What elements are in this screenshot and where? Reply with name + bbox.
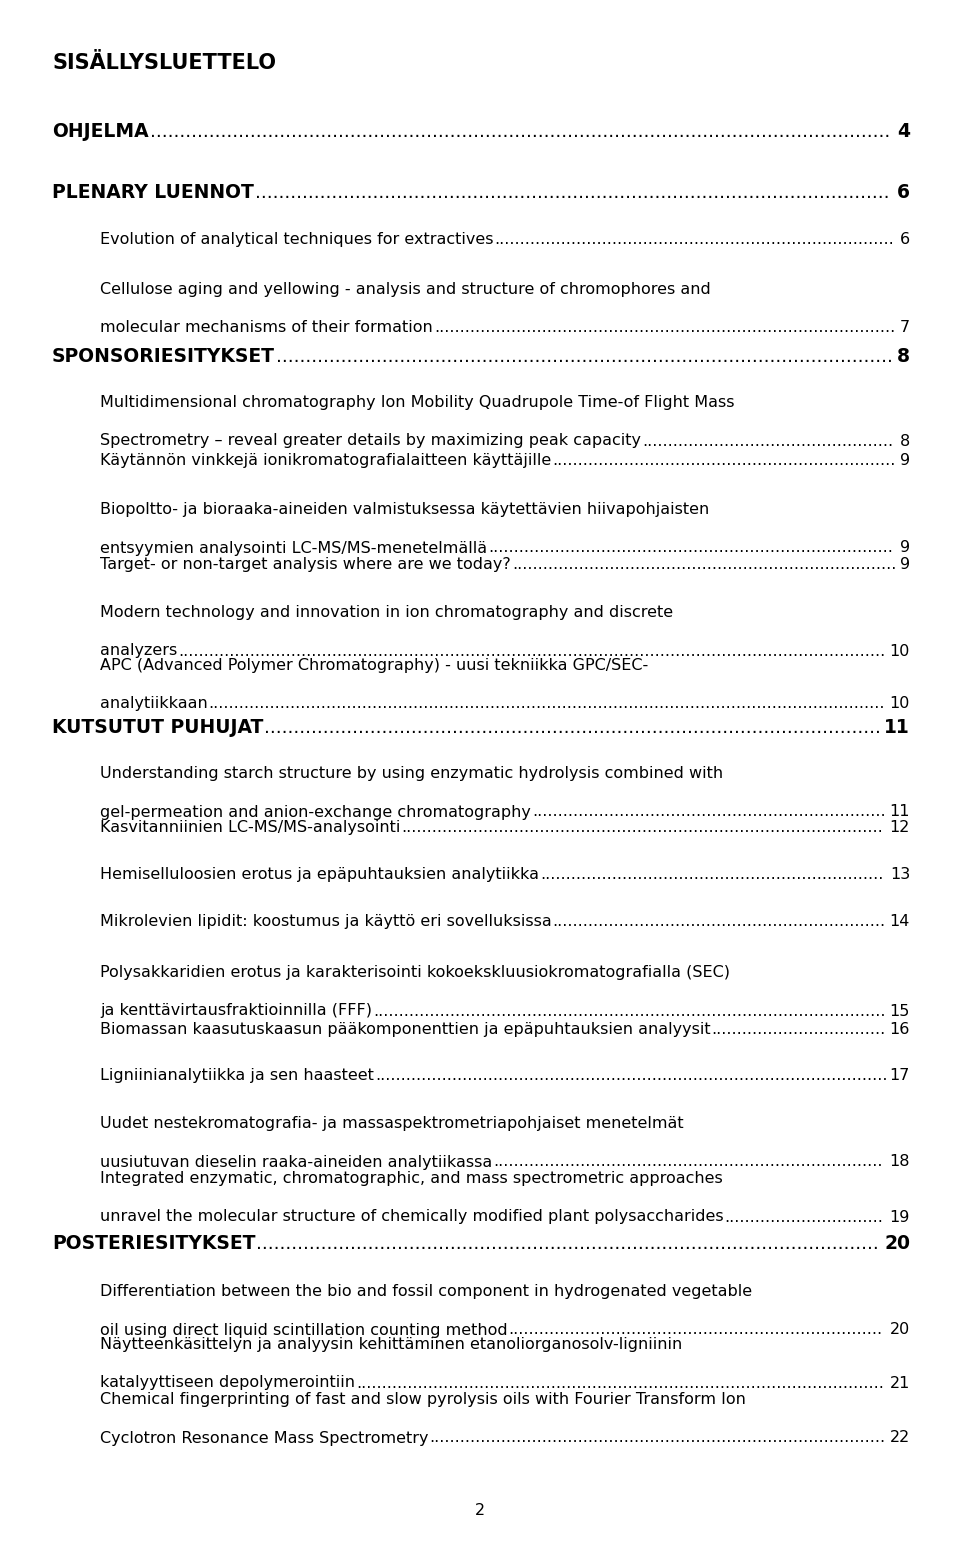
Text: 19: 19	[890, 1210, 910, 1224]
Text: 16: 16	[890, 1022, 910, 1037]
Text: 11: 11	[884, 718, 910, 737]
Text: Biopoltto- ja bioraaka-aineiden valmistuksessa käytettävien hiivapohjaisten: Biopoltto- ja bioraaka-aineiden valmistu…	[100, 502, 709, 516]
Text: Multidimensional chromatography Ion Mobility Quadrupole Time-of Flight Mass: Multidimensional chromatography Ion Mobi…	[100, 395, 734, 411]
Text: Chemical fingerprinting of fast and slow pyrolysis oils with Fourier Transform I: Chemical fingerprinting of fast and slow…	[100, 1392, 746, 1407]
Text: ................................................................................: ........................................…	[150, 121, 890, 142]
Text: ja kenttävirtausfraktioinnilla (FFF): ja kenttävirtausfraktioinnilla (FFF)	[100, 1003, 372, 1019]
Text: 12: 12	[890, 819, 910, 835]
Text: Modern technology and innovation in ion chromatography and discrete: Modern technology and innovation in ion …	[100, 605, 673, 620]
Text: 9: 9	[900, 557, 910, 572]
Text: Differentiation between the bio and fossil component in hydrogenated vegetable: Differentiation between the bio and foss…	[100, 1284, 752, 1298]
Text: ................................................................................: ........................................…	[374, 1068, 887, 1082]
Text: 9: 9	[900, 453, 910, 468]
Text: Biomassan kaasutuskaasun pääkomponenttien ja epäpuhtauksien analyysit: Biomassan kaasutuskaasun pääkomponenttie…	[100, 1022, 710, 1037]
Text: analyzers: analyzers	[100, 644, 178, 658]
Text: OHJELMA: OHJELMA	[52, 121, 149, 142]
Text: 11: 11	[890, 804, 910, 819]
Text: SPONSORIESITYKSET: SPONSORIESITYKSET	[52, 347, 275, 365]
Text: Cyclotron Resonance Mass Spectrometry: Cyclotron Resonance Mass Spectrometry	[100, 1431, 428, 1446]
Text: ................................................................................: ........................................…	[356, 1376, 884, 1390]
Text: gel-permeation and anion-exchange chromatography: gel-permeation and anion-exchange chroma…	[100, 804, 531, 819]
Text: PLENARY LUENNOT: PLENARY LUENNOT	[52, 183, 253, 202]
Text: 6: 6	[897, 183, 910, 202]
Text: ..................................: ..................................	[711, 1022, 886, 1037]
Text: molecular mechanisms of their formation: molecular mechanisms of their formation	[100, 320, 433, 336]
Text: .....................................................................: ........................................…	[532, 804, 885, 819]
Text: Understanding starch structure by using enzymatic hydrolysis combined with: Understanding starch structure by using …	[100, 767, 723, 781]
Text: Ligniinianalytiikka ja sen haasteet: Ligniinianalytiikka ja sen haasteet	[100, 1068, 373, 1082]
Text: Näytteenkäsittelyn ja analyysin kehittäminen etanoliorganosolv-ligniinin: Näytteenkäsittelyn ja analyysin kehittäm…	[100, 1337, 683, 1351]
Text: 15: 15	[890, 1003, 910, 1019]
Text: Spectrometry – reveal greater details by maximizing peak capacity: Spectrometry – reveal greater details by…	[100, 434, 641, 448]
Text: ................................................................................: ........................................…	[254, 183, 889, 202]
Text: ................................................................................: ........................................…	[208, 697, 885, 712]
Text: 17: 17	[890, 1068, 910, 1082]
Text: 10: 10	[890, 697, 910, 712]
Text: 18: 18	[890, 1154, 910, 1169]
Text: Mikrolevien lipidit: koostumus ja käyttö eri sovelluksissa: Mikrolevien lipidit: koostumus ja käyttö…	[100, 914, 552, 928]
Text: ...........................................................................: ........................................…	[512, 557, 896, 572]
Text: 2: 2	[475, 1504, 485, 1518]
Text: ............................................................................: ........................................…	[493, 1154, 883, 1169]
Text: ................................................................................: ........................................…	[256, 1235, 879, 1253]
Text: 7: 7	[900, 320, 910, 336]
Text: ...............................: ...............................	[725, 1210, 883, 1224]
Text: 13: 13	[890, 868, 910, 882]
Text: ...............................................................................: ........................................…	[488, 541, 893, 555]
Text: unravel the molecular structure of chemically modified plant polysaccharides: unravel the molecular structure of chemi…	[100, 1210, 724, 1224]
Text: SISÄLLYSLUETTELO: SISÄLLYSLUETTELO	[52, 53, 276, 73]
Text: katalyyttiseen depolymerointiin: katalyyttiseen depolymerointiin	[100, 1376, 355, 1390]
Text: 14: 14	[890, 914, 910, 928]
Text: Hemiselluloosien erotus ja epäpuhtauksien analytiikka: Hemiselluloosien erotus ja epäpuhtauksie…	[100, 868, 539, 882]
Text: 6: 6	[900, 232, 910, 247]
Text: 20: 20	[884, 1235, 910, 1253]
Text: POSTERIESITYKSET: POSTERIESITYKSET	[52, 1235, 255, 1253]
Text: Käytännön vinkkejä ionikromatografialaitteen käyttäjille: Käytännön vinkkejä ionikromatografialait…	[100, 453, 551, 468]
Text: 8: 8	[897, 347, 910, 365]
Text: ................................................................................: ........................................…	[179, 644, 885, 658]
Text: Evolution of analytical techniques for extractives: Evolution of analytical techniques for e…	[100, 232, 493, 247]
Text: analytiikkaan: analytiikkaan	[100, 697, 207, 712]
Text: 8: 8	[900, 434, 910, 448]
Text: ...................................................................: ........................................…	[552, 453, 896, 468]
Text: ..............................................................................: ........................................…	[494, 232, 895, 247]
Text: .........................................................................: ........................................…	[509, 1322, 883, 1337]
Text: 20: 20	[890, 1322, 910, 1337]
Text: 22: 22	[890, 1431, 910, 1446]
Text: 9: 9	[900, 541, 910, 555]
Text: Integrated enzymatic, chromatographic, and mass spectrometric approaches: Integrated enzymatic, chromatographic, a…	[100, 1171, 723, 1186]
Text: 4: 4	[897, 121, 910, 142]
Text: Uudet nestekromatografia- ja massaspektrometriapohjaiset menetelmät: Uudet nestekromatografia- ja massaspektr…	[100, 1116, 684, 1130]
Text: uusiutuvan dieselin raaka-aineiden analytiikassa: uusiutuvan dieselin raaka-aineiden analy…	[100, 1154, 492, 1169]
Text: Cellulose aging and yellowing - analysis and structure of chromophores and: Cellulose aging and yellowing - analysis…	[100, 281, 710, 297]
Text: 10: 10	[890, 644, 910, 658]
Text: ................................................................................: ........................................…	[434, 320, 895, 336]
Text: Kasvitanniinien LC-MS/MS-analysointi: Kasvitanniinien LC-MS/MS-analysointi	[100, 819, 400, 835]
Text: ................................................................................: ........................................…	[373, 1003, 885, 1019]
Text: ................................................................................: ........................................…	[276, 347, 893, 365]
Text: APC (Advanced Polymer Chromatography) - uusi tekniikka GPC/SEC-: APC (Advanced Polymer Chromatography) - …	[100, 658, 648, 673]
Text: .................................................................: ........................................…	[553, 914, 886, 928]
Text: ...................................................................: ........................................…	[540, 868, 883, 882]
Text: entsyymien analysointi LC-MS/MS-menetelmällä: entsyymien analysointi LC-MS/MS-menetelm…	[100, 541, 487, 555]
Text: ................................................................................: ........................................…	[429, 1431, 886, 1446]
Text: Target- or non-target analysis where are we today?: Target- or non-target analysis where are…	[100, 557, 511, 572]
Text: KUTSUTUT PUHUJAT: KUTSUTUT PUHUJAT	[52, 718, 263, 737]
Text: .................................................: ........................................…	[642, 434, 893, 448]
Text: 21: 21	[890, 1376, 910, 1390]
Text: Polysakkaridien erotus ja karakterisointi kokoekskluusiokromatografialla (SEC): Polysakkaridien erotus ja karakterisoint…	[100, 966, 730, 980]
Text: ................................................................................: ........................................…	[264, 718, 881, 737]
Text: ................................................................................: ........................................…	[401, 819, 883, 835]
Text: oil using direct liquid scintillation counting method: oil using direct liquid scintillation co…	[100, 1322, 508, 1337]
